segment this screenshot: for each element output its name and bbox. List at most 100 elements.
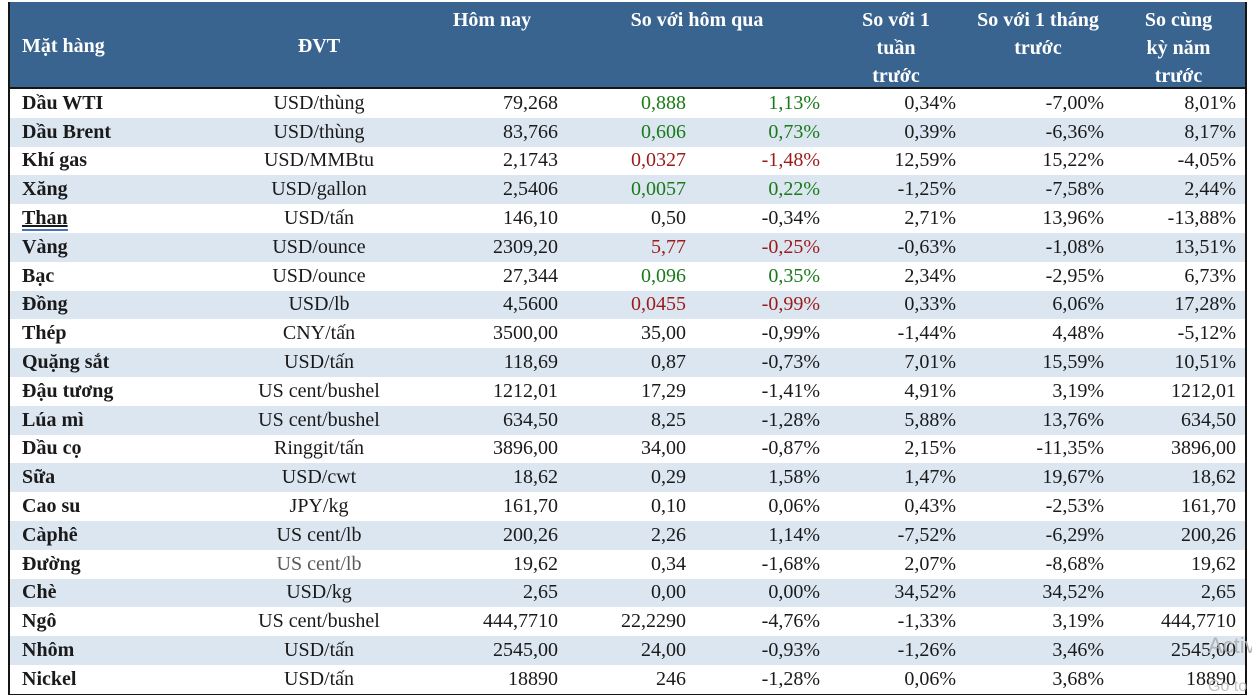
- cell-change: 0,096: [641, 264, 686, 287]
- cell-vs-month: 3,46%: [1052, 639, 1104, 662]
- cell-change-pct: 1,58%: [768, 466, 820, 489]
- table-row: Vàng USD/ounce 2309,20 5,77 -0,25% -0,63…: [10, 232, 1245, 262]
- cell-today: 18890: [508, 667, 558, 690]
- cell-change: 24,00: [641, 639, 686, 662]
- cell-vs-year: 10,51%: [1174, 351, 1236, 374]
- cell-vs-year: 2,44%: [1184, 178, 1236, 201]
- cell-today: 146,10: [503, 207, 558, 230]
- column-header-item: Mặt hàng: [10, 2, 220, 90]
- cell-vs-year: 8,17%: [1184, 120, 1236, 143]
- cell-vs-year: 13,51%: [1174, 235, 1236, 258]
- cell-unit: USD/tấn: [220, 351, 418, 374]
- cell-vs-year: 8,01%: [1184, 91, 1236, 114]
- column-header-vs-yesterday: So với hôm qua: [566, 2, 828, 90]
- table-row: Đồng USD/lb 4,5600 0,0455 -0,99% 0,33% 6…: [10, 290, 1245, 320]
- item-label: Đồng: [22, 293, 68, 316]
- column-header-vs-month: So với 1 tháng trước: [964, 2, 1112, 90]
- cell-today: 27,344: [503, 264, 558, 287]
- cell-change: 246: [656, 667, 686, 690]
- cell-change: 0,0455: [631, 293, 686, 316]
- item-label: Bạc: [22, 264, 55, 287]
- cell-vs-year: 2545,00: [1171, 639, 1236, 662]
- cell-vs-week: 2,15%: [904, 437, 956, 460]
- cell-vs-week: 5,88%: [904, 408, 956, 431]
- table-row: Ngô US cent/bushel 444,7710 22,2290 -4,7…: [10, 607, 1245, 637]
- cell-vs-week: 4,91%: [904, 379, 956, 402]
- cell-item: Quặng sắt: [10, 351, 220, 374]
- cell-change-pct: 0,73%: [768, 120, 820, 143]
- table-body: Dầu WTI USD/thùng 79,268 0,888 1,13% 0,3…: [10, 89, 1245, 694]
- cell-unit: USD/gallon: [220, 178, 418, 201]
- item-link[interactable]: Than: [22, 206, 68, 231]
- unit-label: Ringgit/tấn: [274, 437, 364, 460]
- cell-change: 0,29: [651, 466, 686, 489]
- cell-item: Đường: [10, 553, 220, 576]
- cell-change: 17,29: [641, 379, 686, 402]
- table-row: Lúa mì US cent/bushel 634,50 8,25 -1,28%…: [10, 405, 1245, 435]
- item-label: Chè: [22, 581, 57, 604]
- cell-change-pct: 0,22%: [768, 178, 820, 201]
- cell-today: 18,62: [513, 466, 558, 489]
- cell-vs-week: 34,52%: [894, 581, 956, 604]
- cell-change: 35,00: [641, 322, 686, 345]
- cell-item: Bạc: [10, 265, 220, 288]
- column-header-vs-year: So cùng kỳ năm trước: [1112, 2, 1245, 90]
- table-row: Cao su JPY/kg 161,70 0,10 0,06% 0,43% -2…: [10, 492, 1245, 521]
- item-label: Thép: [22, 322, 67, 345]
- column-header-unit: ĐVT: [220, 2, 418, 90]
- cell-today: 444,7710: [483, 610, 558, 633]
- cell-item: Khí gas: [10, 149, 220, 172]
- table-row: Dầu WTI USD/thùng 79,268 0,888 1,13% 0,3…: [10, 89, 1245, 118]
- cell-today: 2,5406: [503, 178, 558, 201]
- cell-change-pct: 1,14%: [768, 523, 820, 546]
- cell-vs-year: 444,7710: [1161, 610, 1236, 633]
- cell-today: 118,69: [503, 351, 558, 374]
- item-label: Cao su: [22, 495, 81, 518]
- cell-unit: USD/thùng: [220, 92, 418, 115]
- unit-label: USD/gallon: [271, 178, 367, 201]
- cell-vs-month: -7,58%: [1045, 178, 1104, 201]
- cell-vs-year: 200,26: [1181, 523, 1236, 546]
- table-row: Sữa USD/cwt 18,62 0,29 1,58% 1,47% 19,67…: [10, 463, 1245, 493]
- cell-vs-year: 19,62: [1191, 552, 1236, 575]
- item-label: Quặng sắt: [22, 351, 110, 374]
- cell-change-pct: -1,28%: [761, 667, 820, 690]
- cell-vs-month: 15,22%: [1042, 149, 1104, 172]
- cell-unit: US cent/bushel: [220, 610, 418, 633]
- cell-change-pct: -1,68%: [761, 552, 820, 575]
- column-header-today: Hôm nay: [418, 2, 566, 90]
- cell-today: 79,268: [503, 91, 558, 114]
- item-label: Khí gas: [22, 149, 88, 172]
- cell-unit: USD/ounce: [220, 236, 418, 259]
- cell-vs-week: 2,07%: [904, 552, 956, 575]
- cell-change: 0,10: [651, 495, 686, 518]
- cell-change: 0,888: [641, 91, 686, 114]
- cell-change-pct: -1,48%: [761, 149, 820, 172]
- table-row: Thép CNY/tấn 3500,00 35,00 -0,99% -1,44%…: [10, 319, 1245, 349]
- cell-change: 34,00: [641, 437, 686, 460]
- cell-today: 83,766: [503, 120, 558, 143]
- cell-item: Xăng: [10, 178, 220, 201]
- cell-today: 2,1743: [503, 149, 558, 172]
- table-row: Khí gas USD/MMBtu 2,1743 0,0327 -1,48% 1…: [10, 146, 1245, 176]
- column-header-today-label: Hôm nay: [452, 9, 532, 31]
- table-row: Đường US cent/lb 19,62 0,34 -1,68% 2,07%…: [10, 549, 1245, 579]
- cell-change-pct: 0,35%: [768, 264, 820, 287]
- cell-today: 634,50: [503, 408, 558, 431]
- cell-unit: USD/cwt: [220, 466, 418, 489]
- cell-item: Dầu cọ: [10, 437, 220, 460]
- cell-vs-month: 15,59%: [1042, 351, 1104, 374]
- unit-label: USD/thùng: [273, 91, 365, 114]
- unit-label: US cent/lb: [276, 552, 362, 575]
- cell-vs-month: 6,06%: [1052, 293, 1104, 316]
- item-label: Dầu WTI: [22, 91, 104, 114]
- unit-label: USD/tấn: [284, 639, 354, 662]
- cell-vs-year: 161,70: [1181, 495, 1236, 518]
- cell-vs-week: 0,33%: [904, 293, 956, 316]
- cell-vs-year: 17,28%: [1174, 293, 1236, 316]
- cell-change: 0,50: [651, 207, 686, 230]
- cell-item: Càphê: [10, 524, 220, 547]
- table-row: Dầu cọ Ringgit/tấn 3896,00 34,00 -0,87% …: [10, 434, 1245, 464]
- item-label: Dầu Brent: [22, 120, 112, 143]
